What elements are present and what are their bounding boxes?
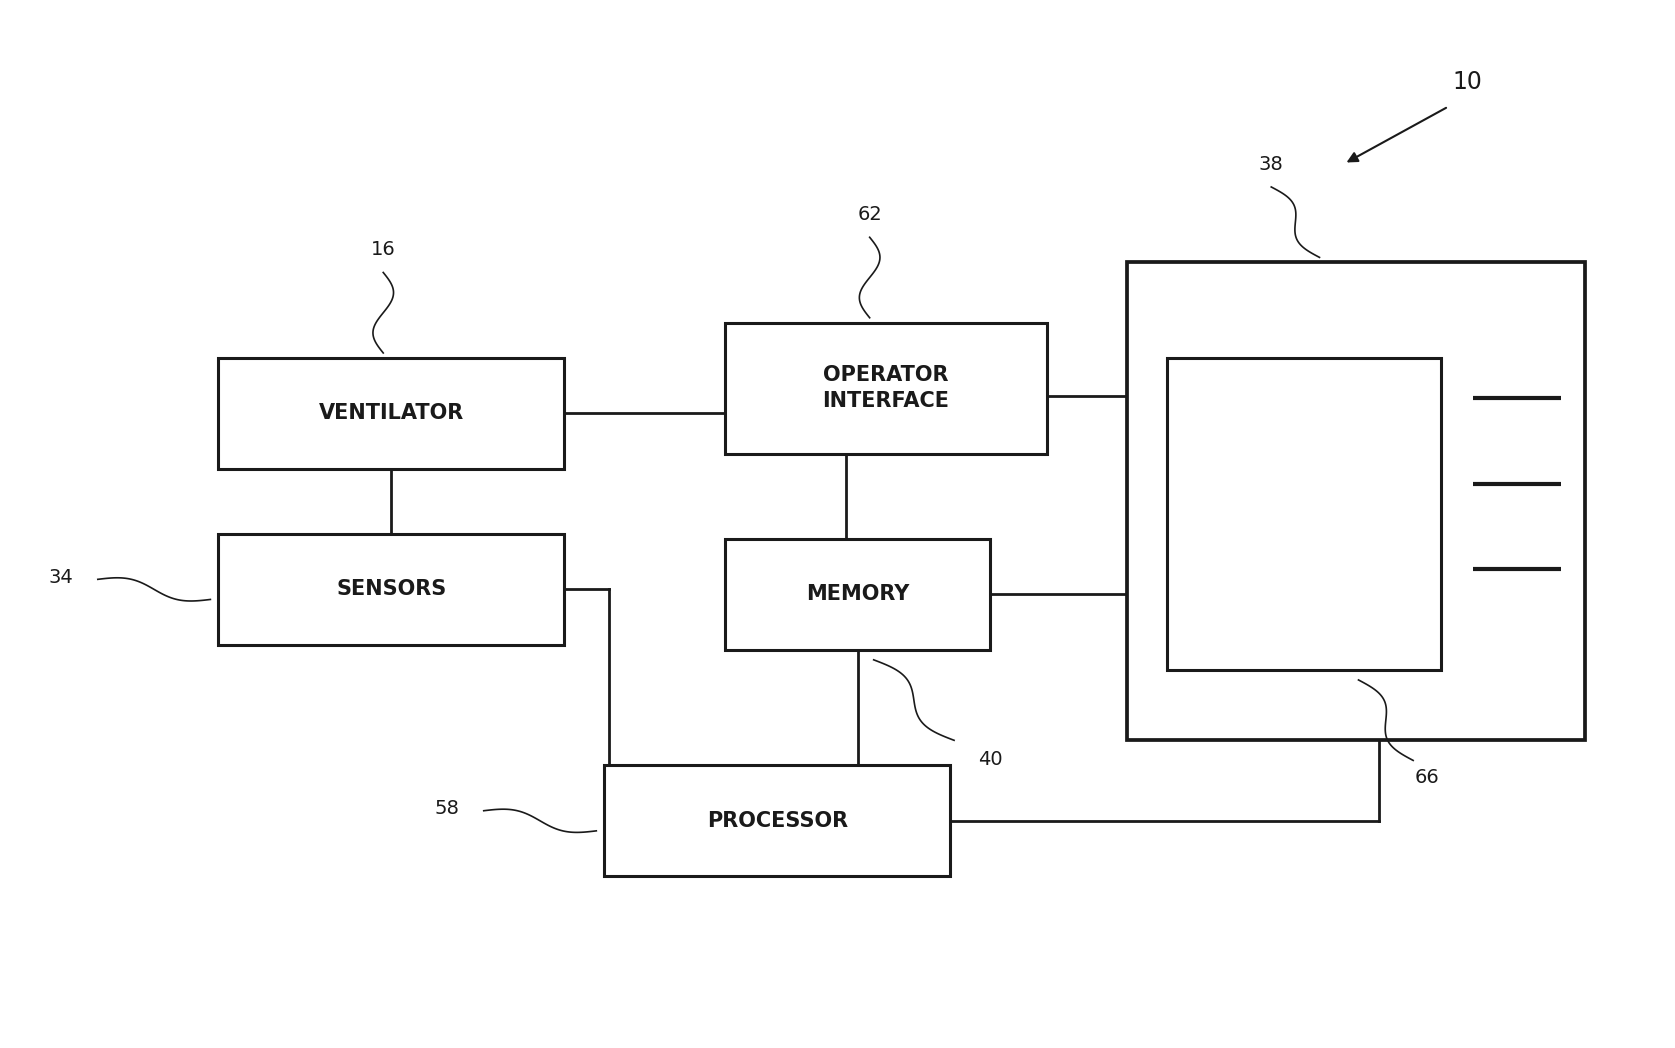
Text: PROCESSOR: PROCESSOR	[707, 811, 848, 831]
Text: OPERATOR
INTERFACE: OPERATOR INTERFACE	[822, 365, 950, 412]
FancyBboxPatch shape	[1127, 262, 1585, 740]
Text: 16: 16	[370, 240, 395, 260]
Text: 34: 34	[49, 568, 74, 587]
FancyBboxPatch shape	[218, 358, 564, 468]
Text: 66: 66	[1414, 768, 1439, 787]
Text: MEMORY: MEMORY	[806, 585, 910, 605]
FancyBboxPatch shape	[725, 323, 1047, 454]
FancyBboxPatch shape	[725, 539, 990, 650]
Text: 40: 40	[978, 750, 1003, 769]
Text: 62: 62	[858, 205, 883, 224]
Text: 10: 10	[1452, 70, 1482, 94]
FancyBboxPatch shape	[1167, 358, 1440, 670]
Text: SENSORS: SENSORS	[337, 580, 447, 599]
FancyBboxPatch shape	[218, 534, 564, 645]
Text: 58: 58	[436, 800, 459, 818]
Text: VENTILATOR: VENTILATOR	[318, 403, 464, 423]
FancyBboxPatch shape	[605, 765, 950, 876]
Text: 38: 38	[1260, 155, 1283, 174]
